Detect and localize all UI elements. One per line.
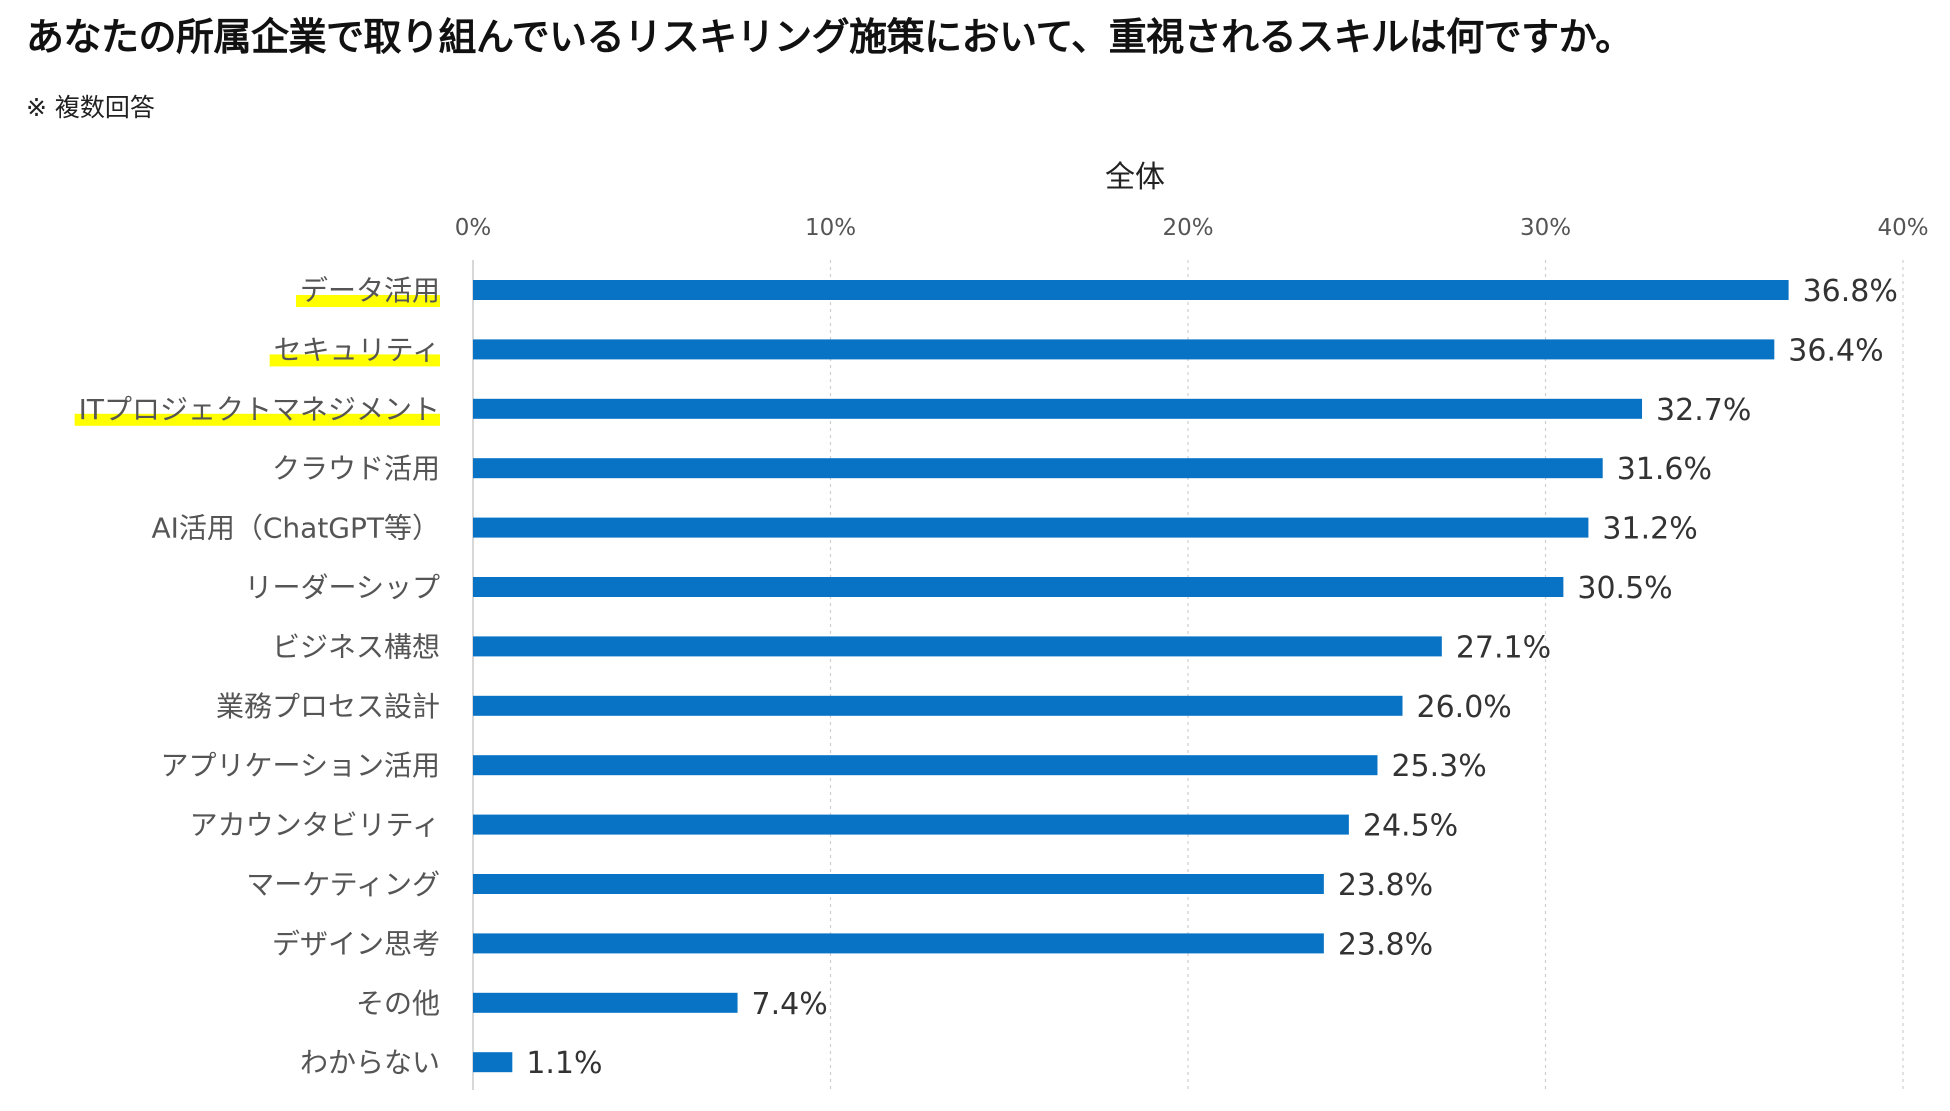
value-label: 23.8% xyxy=(1338,868,1433,903)
multiple-answer-note: ※ 複数回答 xyxy=(26,93,155,122)
bar xyxy=(473,577,1564,597)
category-label: その他 xyxy=(356,987,440,1020)
category-label: デザイン思考 xyxy=(272,927,440,960)
chart-title: あなたの所属企業で取り組んでいるリスキリング施策において、重視されるスキルは何で… xyxy=(26,15,1633,59)
x-tick-label: 0% xyxy=(455,215,492,241)
value-label: 30.5% xyxy=(1577,571,1672,606)
value-label: 26.0% xyxy=(1417,690,1512,725)
x-tick-label: 30% xyxy=(1520,215,1571,241)
category-highlights xyxy=(74,295,440,426)
bar xyxy=(473,458,1603,479)
chart-subtitle: 全体 xyxy=(1105,160,1165,195)
value-label: 7.4% xyxy=(752,987,828,1022)
bar xyxy=(473,814,1349,835)
bar xyxy=(473,517,1589,538)
category-label: マーケティング xyxy=(246,868,440,901)
bar xyxy=(473,339,1775,360)
value-label: 36.8% xyxy=(1803,274,1898,309)
value-label: 36.4% xyxy=(1788,333,1883,368)
value-label: 23.8% xyxy=(1338,927,1433,962)
category-label: わからない xyxy=(300,1046,440,1079)
bar xyxy=(473,992,738,1013)
value-label: 24.5% xyxy=(1363,809,1458,844)
category-label: ITプロジェクトマネジメント xyxy=(79,393,440,426)
x-tick-label: 40% xyxy=(1877,215,1928,241)
value-label: 27.1% xyxy=(1456,630,1551,665)
category-label: リーダーシップ xyxy=(245,571,440,604)
category-label: クラウド活用 xyxy=(272,452,440,485)
value-label: 1.1% xyxy=(526,1046,602,1081)
bar xyxy=(473,636,1442,657)
category-highlight-marker xyxy=(74,413,440,426)
value-label: 31.6% xyxy=(1617,452,1712,487)
gridlines xyxy=(472,260,1904,1090)
bar xyxy=(473,695,1403,716)
category-label: 業務プロセス設計 xyxy=(216,690,440,723)
bars xyxy=(473,280,1789,1073)
category-label: アプリケーション活用 xyxy=(161,749,440,782)
value-label: 32.7% xyxy=(1656,393,1751,428)
category-label: セキュリティ xyxy=(274,333,440,366)
category-label: ビジネス構想 xyxy=(272,630,440,663)
bar xyxy=(473,398,1643,419)
value-label: 31.2% xyxy=(1602,512,1697,547)
bar xyxy=(473,874,1324,894)
x-axis-ticks: 0% 10% 20% 30% 40% xyxy=(455,215,1929,241)
x-tick-label: 10% xyxy=(805,215,856,241)
bar xyxy=(473,755,1378,776)
bar xyxy=(473,280,1789,300)
category-highlight-marker xyxy=(295,295,440,307)
bar xyxy=(473,1052,513,1073)
category-highlight-marker xyxy=(269,354,440,367)
x-tick-label: 20% xyxy=(1162,215,1213,241)
category-label: アカウンタビリティ xyxy=(190,809,440,842)
category-label: データ活用 xyxy=(300,274,440,307)
bar xyxy=(473,933,1324,954)
value-label: 25.3% xyxy=(1391,749,1486,784)
value-labels: 36.8% 36.4% 32.7% 31.6% 31.2% 30.5% 27.1% 26.0%… xyxy=(526,274,1898,1081)
category-label: AI活用（ChatGPT等） xyxy=(151,512,440,545)
